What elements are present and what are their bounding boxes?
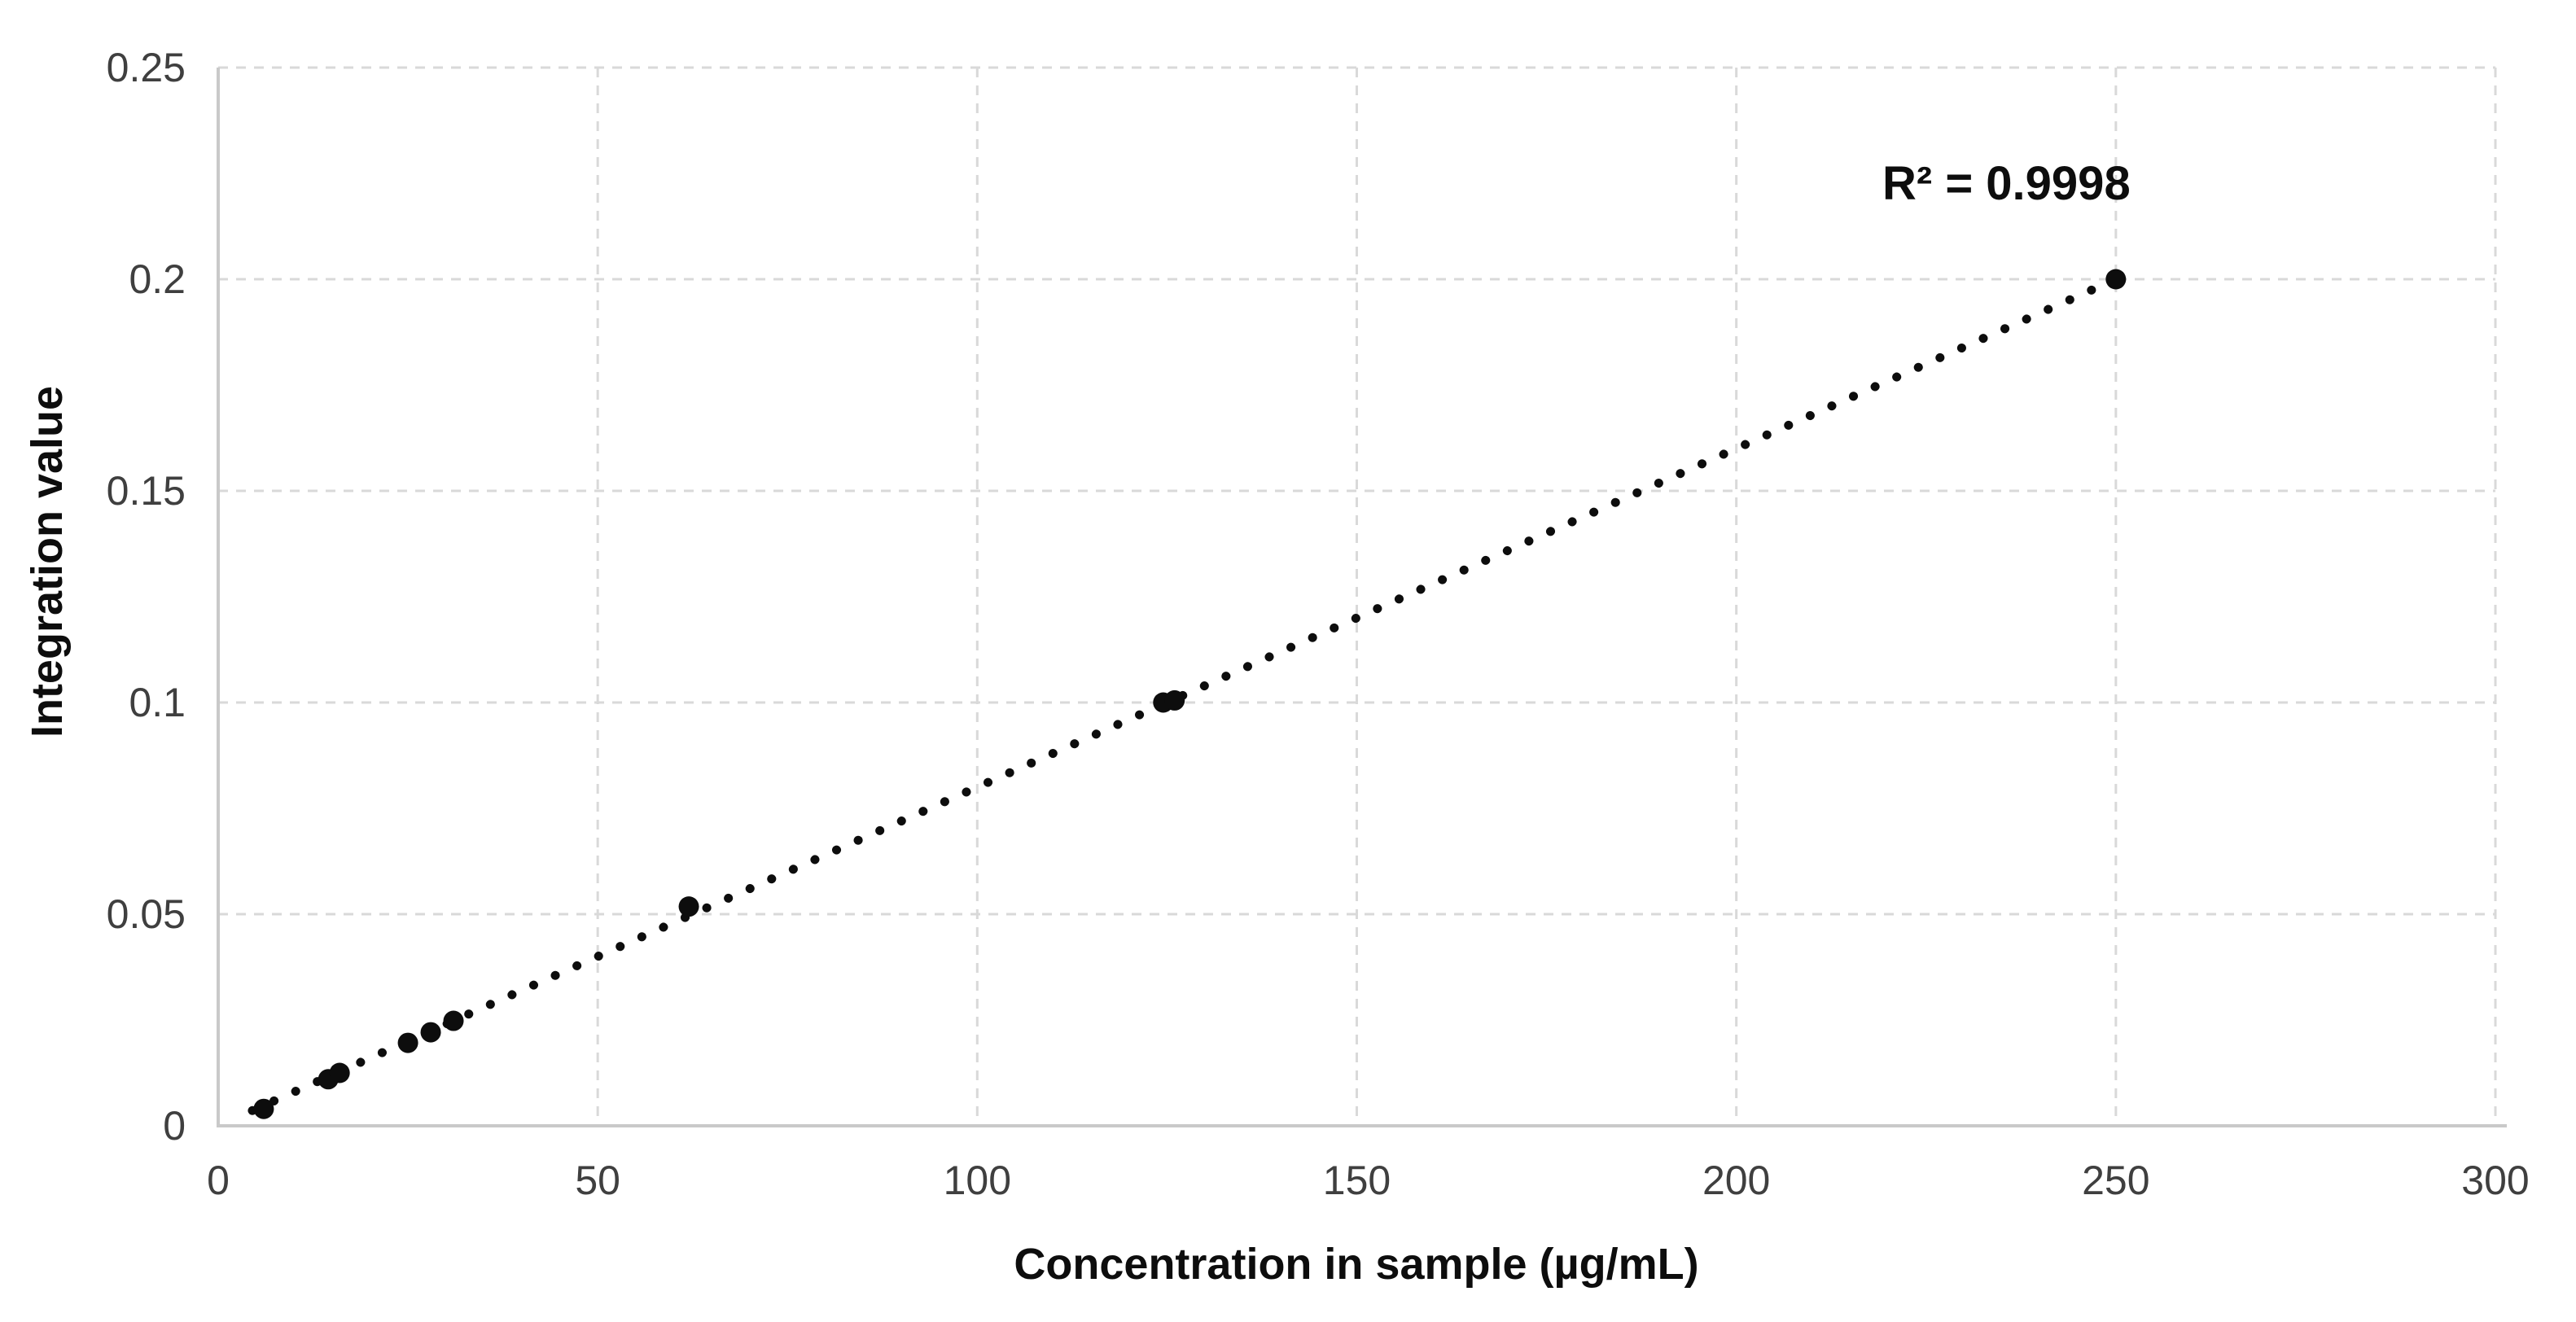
y-tick-label: 0.15 xyxy=(106,468,186,514)
x-tick-label: 250 xyxy=(2082,1158,2150,1203)
x-axis-title: Concentration in sample (µg/mL) xyxy=(1014,1240,1699,1289)
data-point xyxy=(2105,269,2127,290)
data-point xyxy=(678,896,699,917)
y-tick-label: 0.25 xyxy=(106,45,186,90)
x-tick-label: 150 xyxy=(1322,1158,1391,1203)
dotted-trendline xyxy=(248,271,2128,1115)
data-point xyxy=(397,1032,418,1053)
x-tick-label: 200 xyxy=(1702,1158,1771,1203)
y-tick-label: 0 xyxy=(163,1103,186,1149)
data-point xyxy=(443,1010,464,1031)
y-tick-label: 0.2 xyxy=(129,256,186,302)
x-tick-label: 0 xyxy=(207,1158,230,1203)
r-squared-annotation: R² = 0.9998 xyxy=(1882,157,2131,210)
x-tick-label: 100 xyxy=(943,1158,1012,1203)
data-point xyxy=(420,1022,441,1043)
x-tick-label: 50 xyxy=(575,1158,620,1203)
y-tick-label: 0.05 xyxy=(106,891,186,937)
data-point xyxy=(329,1062,350,1083)
x-tick-label: 300 xyxy=(2461,1158,2530,1203)
data-point xyxy=(1164,689,1185,711)
y-tick-label: 0.1 xyxy=(129,680,186,725)
y-axis-title: Integration value xyxy=(23,385,72,738)
data-point xyxy=(253,1098,274,1119)
